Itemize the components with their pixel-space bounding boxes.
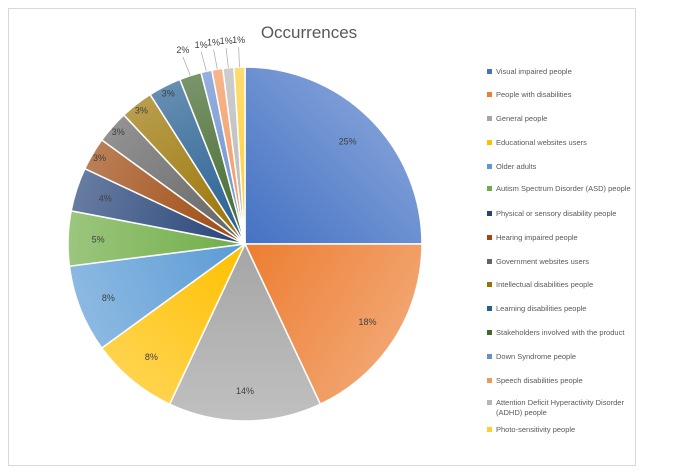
slice-data-label: 3% bbox=[112, 127, 125, 137]
legend-swatch bbox=[487, 140, 492, 145]
pie-slice bbox=[233, 66, 246, 245]
chart-title: Occurrences bbox=[260, 23, 358, 42]
legend-item: General people bbox=[487, 114, 637, 124]
legend-label: General people bbox=[496, 114, 548, 123]
leader-line bbox=[200, 51, 207, 72]
legend-label: Government websites users bbox=[496, 257, 589, 266]
legend-label: Visual impaired people bbox=[496, 67, 572, 76]
legend-label: Stakeholders involved with the product bbox=[496, 328, 625, 337]
legend-swatch bbox=[487, 378, 492, 383]
pie-slice bbox=[243, 243, 423, 406]
legend-item: People with disabilities bbox=[487, 90, 637, 100]
legend-item: Speech disabilities people bbox=[487, 376, 637, 386]
legend-swatch bbox=[487, 354, 492, 359]
legend-item: Learning disabilities people bbox=[487, 304, 637, 314]
legend-swatch bbox=[487, 259, 492, 264]
legend-label: Autism Spectrum Disorder (ASD) people bbox=[496, 184, 631, 193]
leader-line bbox=[213, 49, 218, 70]
legend-item: Educational websites users bbox=[487, 138, 637, 148]
legend-item: Government websites users bbox=[487, 257, 637, 267]
slice-data-label: 1% bbox=[195, 40, 208, 50]
pie-slice bbox=[68, 243, 246, 350]
legend-swatch bbox=[487, 92, 492, 97]
legend-item: Down Syndrome people bbox=[487, 352, 637, 362]
legend-label: People with disabilities bbox=[496, 90, 572, 99]
legend-label: Hearing impaired people bbox=[496, 233, 578, 242]
legend-item: Autism Spectrum Disorder (ASD) people bbox=[487, 184, 637, 194]
slice-data-label: 3% bbox=[135, 105, 148, 115]
slice-data-label: 25% bbox=[339, 136, 357, 146]
slice-data-label: 5% bbox=[92, 234, 105, 244]
pie-slice bbox=[168, 242, 322, 422]
leader-line bbox=[238, 47, 240, 68]
legend-swatch bbox=[487, 400, 492, 405]
slice-data-label: 3% bbox=[162, 88, 175, 98]
slice-data-label: 8% bbox=[102, 293, 115, 303]
legend-label: Physical or sensory disability people bbox=[496, 209, 617, 218]
legend-item: Attention Deficit Hyperactivity Disorder… bbox=[487, 398, 637, 417]
slice-data-label: 3% bbox=[93, 153, 106, 163]
legend-swatch bbox=[487, 164, 492, 169]
legend-swatch bbox=[487, 330, 492, 335]
legend-label: Learning disabilities people bbox=[496, 304, 587, 313]
legend-label: Photo-sensitivity people bbox=[496, 425, 576, 434]
legend-label: Intellectual disabilities people bbox=[496, 280, 594, 289]
legend-swatch bbox=[487, 116, 492, 121]
slice-data-label: 1% bbox=[232, 35, 245, 45]
pie-chart: 2% 1% 1% 1% 1% 25%18%14%8%8%5%4%3%3%3%3% bbox=[67, 35, 423, 422]
slice-data-label: 8% bbox=[145, 352, 158, 362]
legend-item: Older adults bbox=[487, 162, 637, 172]
leader-line bbox=[225, 47, 229, 68]
pie-slice bbox=[100, 243, 246, 406]
legend-label: Speech disabilities people bbox=[496, 376, 583, 385]
pie-slice bbox=[244, 66, 423, 245]
legend-item: Stakeholders involved with the product bbox=[487, 328, 637, 338]
chart-panel: Occurrences 2% 1% 1% 1% 1% 25% 18% 14% 8% 8% 5% 4%… bbox=[8, 8, 636, 466]
legend-item: Hearing impaired people bbox=[487, 233, 637, 243]
slice-data-label: 18% bbox=[359, 317, 377, 327]
legend-label: Educational websites users bbox=[496, 138, 587, 147]
leader-line bbox=[182, 56, 191, 76]
legend-swatch bbox=[487, 235, 492, 240]
legend-swatch bbox=[487, 306, 492, 311]
legend-swatch bbox=[487, 69, 492, 74]
legend-item: Intellectual disabilities people bbox=[487, 280, 637, 290]
legend-swatch bbox=[487, 282, 492, 287]
legend-label: Older adults bbox=[496, 162, 537, 171]
slice-data-label: 14% bbox=[236, 386, 254, 396]
slice-data-label: 1% bbox=[220, 36, 233, 46]
legend-label: Attention Deficit Hyperactivity Disorder… bbox=[496, 398, 624, 417]
slice-data-label: 4% bbox=[99, 194, 112, 204]
slice-data-label: 1% bbox=[207, 37, 220, 47]
legend-item: Physical or sensory disability people bbox=[487, 209, 637, 219]
legend-item: Photo-sensitivity people bbox=[487, 425, 637, 435]
slice-data-label: 2% bbox=[176, 45, 189, 55]
legend-swatch bbox=[487, 211, 492, 216]
legend-item: Visual impaired people bbox=[487, 67, 637, 77]
legend-swatch bbox=[487, 427, 492, 432]
legend-swatch bbox=[487, 186, 492, 191]
legend-label: Down Syndrome people bbox=[496, 352, 577, 361]
